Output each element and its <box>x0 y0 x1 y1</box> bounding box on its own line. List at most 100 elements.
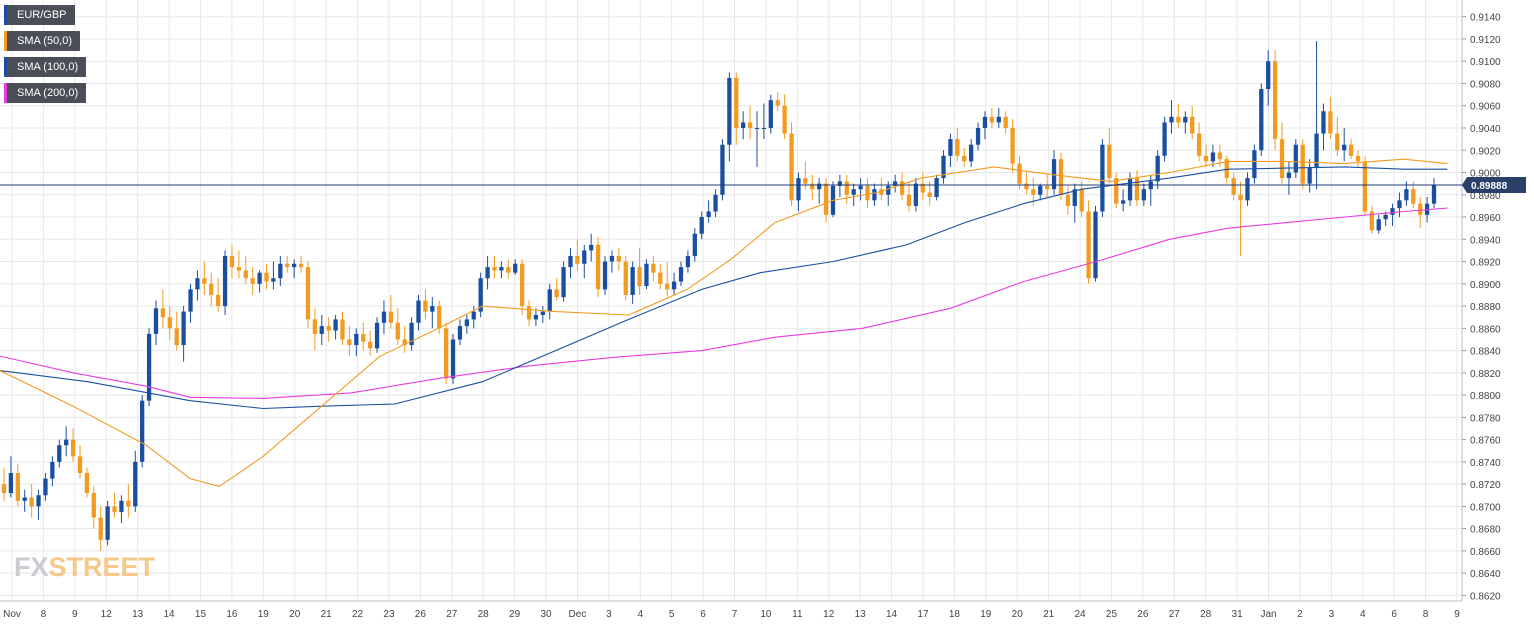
candle-body <box>367 341 373 349</box>
candle <box>1238 181 1243 256</box>
legend-item-sma200[interactable]: SMA (200,0) <box>4 83 87 103</box>
candle <box>478 272 483 318</box>
candle-body <box>1183 116 1188 123</box>
candle <box>899 172 905 201</box>
candle-body <box>1383 214 1388 220</box>
x-tick-label: 2 <box>1297 609 1303 620</box>
y-tick-label: 0.8620 <box>1470 591 1501 602</box>
legend-item-eurgbp[interactable]: EUR/GBP <box>4 5 75 25</box>
candle <box>409 317 414 351</box>
x-tick-label: 27 <box>1169 609 1181 620</box>
candle-body <box>430 306 435 312</box>
candle <box>1058 152 1064 201</box>
candle-body <box>761 127 767 129</box>
candle-body <box>1300 144 1305 184</box>
candle <box>858 178 863 201</box>
candle <box>8 456 14 498</box>
candle-body <box>243 270 248 279</box>
candle-body <box>236 267 242 271</box>
candle-body <box>98 517 103 540</box>
candle-body <box>568 255 573 268</box>
candle <box>644 259 649 290</box>
legend-item-sma100[interactable]: SMA (100,0) <box>4 57 87 77</box>
candle <box>747 105 753 140</box>
candle-body <box>934 178 939 197</box>
candle-body <box>271 278 276 282</box>
candle <box>381 300 387 334</box>
candle-body <box>402 339 407 346</box>
candle-body <box>796 178 801 201</box>
candle-body <box>519 263 525 307</box>
x-tick-label: 21 <box>321 609 333 620</box>
candle <box>589 233 594 262</box>
candle-body <box>1369 211 1374 231</box>
x-tick-label: 13 <box>132 609 144 620</box>
candle-body <box>112 506 117 512</box>
candle <box>920 172 925 201</box>
legend-item-sma50[interactable]: SMA (50,0) <box>4 31 81 51</box>
candle <box>1431 178 1437 209</box>
candle-body <box>1203 155 1209 162</box>
candle <box>741 111 746 140</box>
candle-body <box>1411 189 1416 204</box>
candle-body <box>319 326 324 334</box>
candle <box>1114 172 1119 209</box>
candle <box>810 174 815 201</box>
candle <box>996 107 1001 128</box>
candle <box>540 306 545 323</box>
candle <box>637 248 642 295</box>
candle <box>1038 183 1043 201</box>
candle-body <box>969 144 974 162</box>
candle <box>761 103 767 140</box>
x-tick-label: 16 <box>226 609 238 620</box>
candle-body <box>312 319 318 334</box>
x-tick-label: 23 <box>383 609 395 620</box>
candle <box>471 306 476 329</box>
candle <box>630 261 635 304</box>
y-tick-label: 0.8800 <box>1470 391 1501 402</box>
y-tick-label: 0.8920 <box>1470 258 1501 269</box>
candle-body <box>1176 116 1181 123</box>
candle <box>934 174 939 201</box>
candles <box>1 41 1437 551</box>
x-tick-label: Nov <box>3 609 21 620</box>
candle <box>651 255 656 282</box>
candle <box>1100 139 1105 218</box>
candle <box>1065 185 1071 215</box>
candle-body <box>1355 155 1361 162</box>
candle-body <box>1279 139 1285 179</box>
candle-body <box>464 319 469 327</box>
candle-body <box>899 181 905 195</box>
candle-body <box>927 192 932 197</box>
candle-body <box>1058 159 1064 195</box>
candle <box>388 294 394 329</box>
candle <box>140 395 145 468</box>
candle-body <box>727 77 732 145</box>
candle <box>506 259 511 279</box>
y-tick-label: 0.8780 <box>1470 413 1501 424</box>
candle <box>1203 144 1209 167</box>
candle-body <box>582 250 587 264</box>
candle-body <box>36 495 41 507</box>
candle-body <box>195 278 200 290</box>
candle <box>43 473 48 501</box>
y-tick-label: 0.8840 <box>1470 347 1501 358</box>
candle-body <box>982 116 988 128</box>
candle <box>609 250 615 273</box>
candle-body <box>865 185 870 201</box>
x-tick-label: 27 <box>446 609 458 620</box>
x-tick-label: 3 <box>1329 609 1335 620</box>
candle-body <box>595 244 601 290</box>
candle <box>1307 159 1312 193</box>
candle-body <box>692 233 697 256</box>
x-tick-label: 31 <box>1232 609 1244 620</box>
sma100-line <box>0 166 1448 410</box>
candle <box>36 489 41 520</box>
candle <box>464 314 469 334</box>
candle <box>1183 111 1188 134</box>
candle-body <box>575 255 580 264</box>
candle <box>84 467 90 498</box>
x-tick-label: 10 <box>760 609 772 620</box>
candle-body <box>658 272 663 284</box>
candle-body <box>298 263 304 268</box>
